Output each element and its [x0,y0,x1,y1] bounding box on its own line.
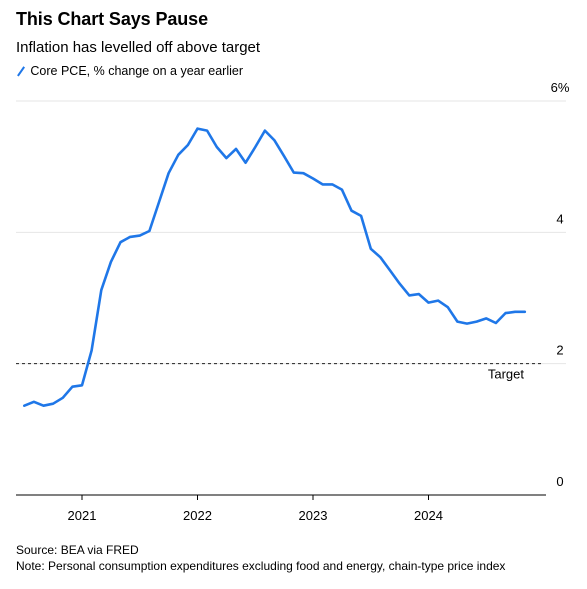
axes: 0 2 4 6% 2021 2022 2023 2024 [16,80,570,523]
x-tick-label: 2021 [68,508,97,523]
series-layer [22,127,527,408]
series-line-core-pce [22,127,527,408]
gridlines [16,100,566,365]
legend-label: Core PCE, % change on a year earlier [30,64,244,78]
x-tick-label: 2023 [299,508,328,523]
legend: Core PCE, % change on a year earlier [16,64,243,78]
footnote: Note: Personal consumption expenditures … [16,559,506,573]
line-chart: Target 0 2 4 6% 2021 2022 2023 2024 [16,80,570,523]
x-tick-label: 2022 [183,508,212,523]
source-note: Source: BEA via FRED [16,543,139,557]
y-tick-label: 0 [556,474,563,489]
y-tick-label: 2 [556,343,563,358]
chart-title: This Chart Says Pause [16,9,208,29]
y-tick-label: 4 [556,211,563,226]
target-reference: Target [16,363,542,382]
x-tick-label: 2024 [414,508,443,523]
target-label: Target [488,367,525,382]
chart-subtitle: Inflation has levelled off above target [16,39,261,56]
y-tick-label: 6% [551,80,570,95]
